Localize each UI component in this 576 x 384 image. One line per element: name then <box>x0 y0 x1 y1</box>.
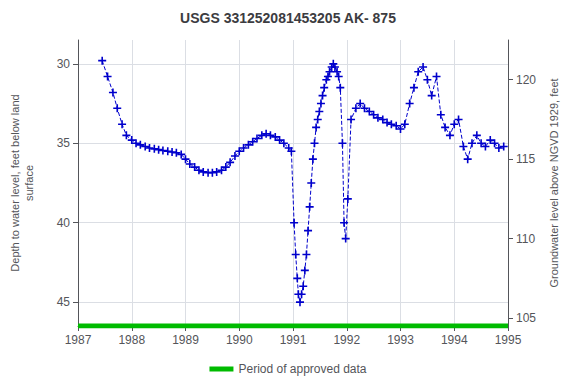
svg-text:1994: 1994 <box>441 333 468 347</box>
svg-text:1991: 1991 <box>280 333 307 347</box>
svg-text:35: 35 <box>57 136 71 150</box>
svg-text:surface: surface <box>23 165 35 201</box>
svg-text:30: 30 <box>57 57 71 71</box>
svg-text:1992: 1992 <box>333 333 360 347</box>
svg-text:Depth to water level, feet bel: Depth to water level, feet below land <box>9 94 21 271</box>
svg-text:110: 110 <box>516 232 535 246</box>
svg-text:USGS 331252081453205 AK- 875: USGS 331252081453205 AK- 875 <box>180 10 396 26</box>
svg-text:Period of approved data: Period of approved data <box>238 362 366 376</box>
svg-text:45: 45 <box>57 295 71 309</box>
svg-text:1987: 1987 <box>65 333 92 347</box>
svg-text:Groundwater level above NGVD 1: Groundwater level above NGVD 1929, feet <box>548 78 560 287</box>
svg-text:40: 40 <box>57 216 71 230</box>
svg-text:1990: 1990 <box>226 333 253 347</box>
svg-text:120: 120 <box>516 73 536 87</box>
svg-text:115: 115 <box>516 152 535 166</box>
svg-text:1995: 1995 <box>495 333 522 347</box>
svg-text:1989: 1989 <box>172 333 199 347</box>
svg-text:1993: 1993 <box>387 333 414 347</box>
svg-text:1988: 1988 <box>118 333 145 347</box>
svg-text:105: 105 <box>516 311 536 325</box>
